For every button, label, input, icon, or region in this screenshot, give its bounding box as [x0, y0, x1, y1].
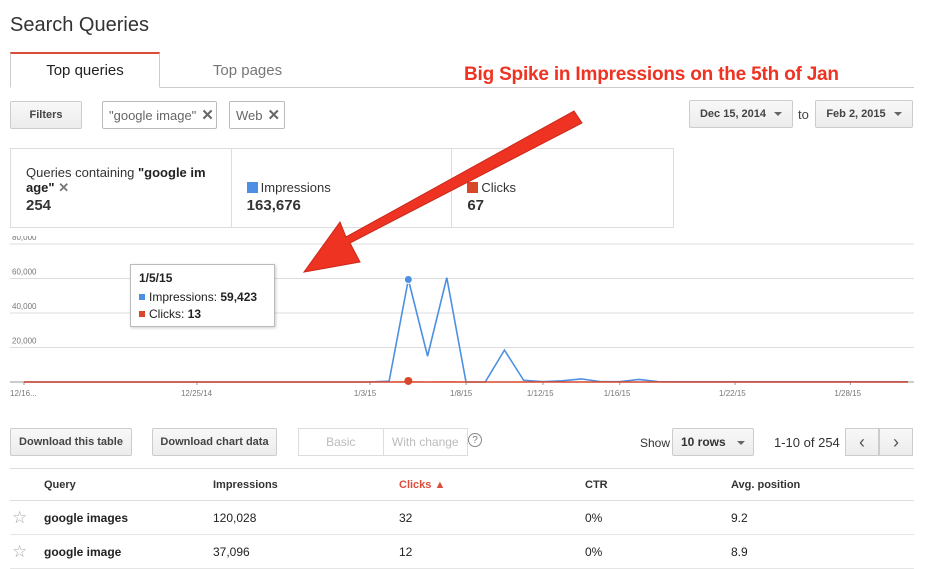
- filter-chip-query[interactable]: "google image" ✕: [102, 101, 217, 129]
- date-to-label: to: [798, 107, 809, 122]
- filters-button[interactable]: Filters: [10, 101, 82, 129]
- end-date-value: Feb 2, 2015: [826, 108, 886, 120]
- table-row[interactable]: ☆ google images 120,028 32 0% 9.2: [10, 501, 914, 535]
- impressions-label: Impressions: [260, 180, 331, 195]
- header-query[interactable]: Query: [44, 479, 76, 491]
- queries-table: Query Impressions Clicks ▲ CTR Avg. posi…: [10, 468, 914, 569]
- y-tick-label: 40,000: [12, 302, 37, 311]
- clicks-label: Clicks: [481, 180, 517, 195]
- cell-impressions: 37,096: [213, 545, 250, 559]
- clicks-swatch: [467, 182, 479, 193]
- x-tick-label: 1/3/15: [354, 389, 377, 398]
- start-date-value: Dec 15, 2014: [699, 108, 767, 120]
- summary-queries[interactable]: Queries containing "google im age" ✕ 254: [11, 149, 232, 227]
- queries-count: 254: [26, 197, 52, 214]
- y-tick-label: 80,000: [12, 236, 37, 242]
- header-ctr[interactable]: CTR: [585, 479, 608, 491]
- chevron-down-icon: [774, 112, 783, 116]
- tooltip-impressions-label: Impressions:: [149, 290, 221, 304]
- with-change-toggle[interactable]: With change: [391, 435, 459, 449]
- queries-term: "google im age": [26, 165, 206, 195]
- chevron-down-icon: [737, 441, 745, 445]
- tooltip-clicks-value: 13: [187, 307, 202, 321]
- download-table-button[interactable]: Download this table: [10, 428, 132, 456]
- cell-query: google images: [44, 511, 129, 525]
- y-tick-label: 20,000: [12, 337, 37, 346]
- tab-top-queries[interactable]: Top queries: [10, 52, 160, 88]
- tooltip-impressions-value: 59,423: [220, 290, 258, 304]
- cell-impressions: 120,028: [213, 511, 257, 525]
- summary-clicks[interactable]: Clicks 67: [452, 149, 673, 227]
- x-tick-label: 1/16/15: [604, 389, 631, 398]
- cell-avg-position: 8.9: [731, 545, 748, 559]
- chevron-left-icon: ‹: [859, 431, 865, 452]
- basic-toggle[interactable]: Basic: [299, 429, 384, 455]
- y-tick-label: 60,000: [12, 268, 37, 277]
- cell-ctr: 0%: [585, 545, 603, 559]
- x-tick-label: 1/12/15: [527, 389, 554, 398]
- star-icon[interactable]: ☆: [12, 542, 28, 561]
- help-icon[interactable]: ?: [468, 433, 482, 447]
- summary-panel: Queries containing "google im age" ✕ 254…: [10, 148, 674, 228]
- impressions-point: [403, 274, 413, 284]
- x-tick-label: 12/25/14: [181, 389, 213, 398]
- filter-chip-label: "google image": [109, 107, 197, 123]
- header-avg-position[interactable]: Avg. position: [731, 479, 801, 491]
- header-clicks[interactable]: Clicks ▲: [399, 479, 446, 491]
- rows-value: 10 rows: [681, 435, 726, 449]
- clicks-marker: [139, 311, 145, 317]
- x-tick-label: 12/16...: [10, 389, 37, 398]
- impressions-swatch: [246, 182, 258, 193]
- page-info: 1-10 of 254: [774, 435, 840, 450]
- summary-impressions[interactable]: Impressions 163,676: [232, 149, 453, 227]
- header-impressions[interactable]: Impressions: [213, 479, 278, 491]
- tab-bar: Top queries Top pages: [10, 52, 914, 88]
- chart-tooltip: 1/5/15 Impressions: 59,423 Clicks: 13: [130, 264, 275, 327]
- clicks-total: 67: [467, 197, 485, 214]
- queries-label-prefix: Queries containing: [26, 165, 139, 180]
- prev-page-button[interactable]: ‹: [845, 428, 879, 456]
- next-page-button[interactable]: ›: [879, 428, 913, 456]
- x-tick-label: 1/22/15: [719, 389, 746, 398]
- close-icon[interactable]: ✕: [58, 180, 70, 195]
- chevron-down-icon: [893, 112, 902, 116]
- star-icon[interactable]: ☆: [12, 508, 28, 527]
- x-tick-label: 1/28/15: [834, 389, 861, 398]
- cell-clicks: 12: [399, 545, 413, 559]
- clicks-point: [404, 376, 413, 385]
- impressions-marker: [139, 294, 145, 300]
- start-date-select[interactable]: Dec 15, 2014: [689, 100, 793, 128]
- cell-avg-position: 9.2: [731, 511, 748, 525]
- end-date-select[interactable]: Feb 2, 2015: [815, 100, 913, 128]
- chevron-right-icon: ›: [893, 431, 899, 452]
- rows-per-page-select[interactable]: 10 rows: [672, 428, 754, 456]
- show-label: Show: [640, 436, 671, 450]
- cell-query: google image: [44, 545, 122, 559]
- tab-top-pages[interactable]: Top pages: [212, 61, 283, 79]
- close-icon[interactable]: ✕: [201, 107, 214, 124]
- filter-chip-label: Web: [236, 107, 263, 123]
- cell-clicks: 32: [399, 511, 413, 525]
- view-toggle: Basic With change: [298, 428, 468, 456]
- table-row[interactable]: ☆ google image 37,096 12 0% 8.9: [10, 535, 914, 569]
- tooltip-clicks-label: Clicks:: [149, 307, 188, 321]
- cell-ctr: 0%: [585, 511, 603, 525]
- page-title: Search Queries: [10, 14, 149, 36]
- x-tick-label: 1/8/15: [450, 389, 473, 398]
- download-chart-button[interactable]: Download chart data: [152, 428, 277, 456]
- filter-chip-web[interactable]: Web ✕: [229, 101, 285, 129]
- impressions-total: 163,676: [246, 197, 301, 214]
- tooltip-date: 1/5/15: [139, 271, 173, 285]
- table-header: Query Impressions Clicks ▲ CTR Avg. posi…: [10, 468, 914, 501]
- annotation-text: Big Spike in Impressions on the 5th of J…: [464, 64, 839, 85]
- close-icon[interactable]: ✕: [267, 107, 281, 124]
